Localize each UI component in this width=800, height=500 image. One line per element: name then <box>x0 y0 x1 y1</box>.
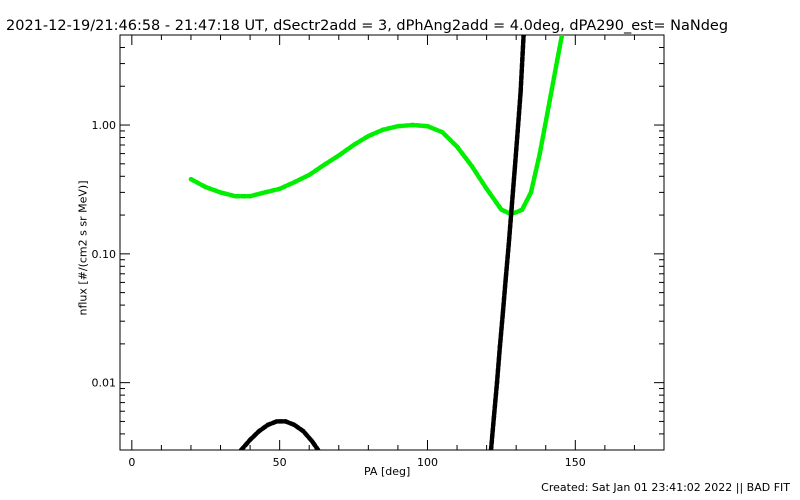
data-point <box>188 177 194 182</box>
data-point <box>509 205 514 210</box>
series-1 <box>238 419 321 450</box>
data-point <box>292 180 297 185</box>
data-point <box>351 142 356 148</box>
data-point <box>499 207 504 212</box>
y-tick-label: 0.10 <box>92 248 117 261</box>
x-tick-label: 150 <box>565 456 586 469</box>
data-point <box>247 437 253 442</box>
series-0 <box>188 35 565 216</box>
data-point <box>515 128 520 134</box>
data-point <box>277 186 282 191</box>
data-point <box>555 56 560 61</box>
data-point <box>301 429 306 434</box>
data-series <box>188 35 565 450</box>
data-point <box>366 133 371 139</box>
y-axis-label: nflux [#/(cm2 s sr MeV)] <box>76 180 90 316</box>
data-point <box>512 167 517 172</box>
series-line <box>238 419 321 450</box>
data-point <box>203 184 208 190</box>
plot-frame <box>119 34 665 451</box>
data-point <box>321 162 327 168</box>
axis-ticks: 0 50 100 150 0.01 0.10 1.00 <box>92 34 665 469</box>
data-point <box>410 122 415 128</box>
data-point <box>265 422 270 428</box>
data-point <box>307 172 312 178</box>
data-point <box>440 130 445 135</box>
data-point <box>469 163 474 169</box>
data-point <box>506 241 511 246</box>
data-point <box>380 127 386 132</box>
data-point <box>283 419 288 424</box>
data-point <box>528 190 534 195</box>
data-point <box>274 419 279 424</box>
data-point <box>537 151 542 156</box>
series-line <box>488 35 526 450</box>
data-point <box>518 90 523 95</box>
data-point <box>395 124 401 129</box>
series-line <box>188 35 565 216</box>
x-tick-label: 100 <box>417 456 438 469</box>
x-tick-label: 0 <box>128 456 135 469</box>
data-point <box>494 380 500 385</box>
data-point <box>500 310 506 315</box>
y-tick-label: 1.00 <box>92 119 117 132</box>
data-point <box>484 186 489 191</box>
data-point <box>233 194 238 199</box>
y-tick-label: 0.01 <box>92 377 117 390</box>
data-point <box>488 447 494 450</box>
data-point <box>521 35 526 38</box>
chart-title: 2021-12-19/21:46:58 - 21:47:18 UT, dSect… <box>6 18 729 34</box>
x-tick-label: 50 <box>273 456 287 469</box>
data-point <box>218 190 223 195</box>
data-point <box>256 429 262 434</box>
data-point <box>559 35 565 38</box>
data-point <box>292 422 297 428</box>
data-point <box>546 104 551 109</box>
data-point <box>425 124 430 129</box>
data-point <box>310 439 315 444</box>
data-point <box>519 207 525 212</box>
data-point <box>503 275 508 281</box>
data-point <box>454 144 460 149</box>
data-point <box>514 210 519 215</box>
data-point <box>239 447 244 450</box>
data-point <box>315 447 321 450</box>
x-axis-label: PA [deg] <box>364 465 411 478</box>
footer-created-note: Created: Sat Jan 01 23:41:02 2022 || BAD… <box>541 481 790 494</box>
data-point <box>247 194 253 199</box>
series-2 <box>488 35 526 450</box>
data-point <box>497 344 503 349</box>
data-point <box>336 153 341 158</box>
data-point <box>262 190 268 195</box>
data-point <box>491 413 497 419</box>
